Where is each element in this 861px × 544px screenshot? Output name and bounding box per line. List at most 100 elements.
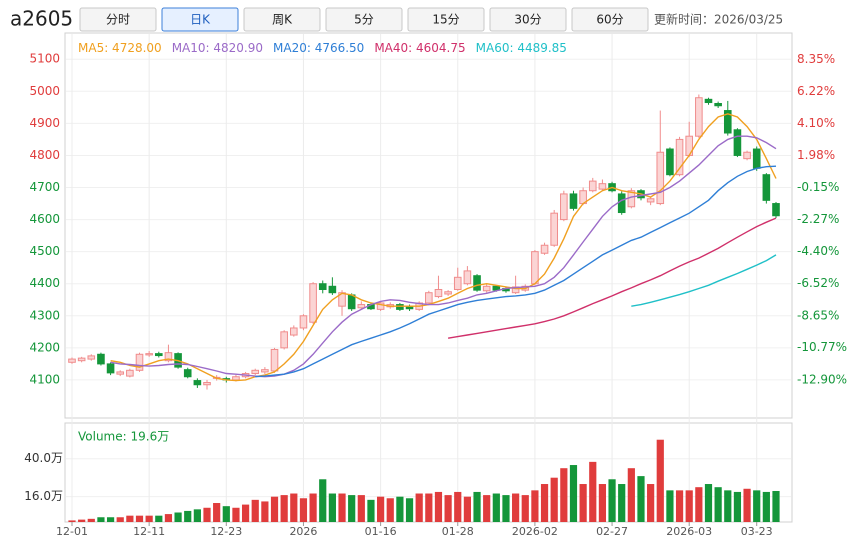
candle-body	[232, 376, 240, 381]
tab-button[interactable]	[161, 7, 239, 32]
volume-bar	[97, 517, 105, 522]
candle-body	[425, 292, 433, 304]
volume-bar	[454, 491, 462, 522]
volume-bar	[251, 499, 259, 522]
volume-bar	[386, 498, 394, 522]
volume-bar	[772, 490, 780, 522]
candle-body	[772, 203, 780, 217]
candle-body	[77, 357, 86, 362]
candle-body	[733, 129, 742, 156]
volume-bar	[560, 468, 568, 522]
y2-tick-label: 8.35%	[797, 52, 835, 66]
volume-bar	[319, 479, 327, 522]
candle-body	[299, 315, 308, 329]
candle-body	[463, 270, 472, 285]
volume-bar	[135, 515, 144, 522]
tab-button[interactable]	[325, 7, 403, 32]
volume-bar	[724, 490, 732, 522]
volume-bar	[550, 477, 558, 522]
y2-tick-label: 1.98%	[797, 148, 835, 162]
tab-label[interactable]: 5分	[354, 13, 374, 27]
candle-body	[560, 193, 568, 221]
candle-body	[675, 138, 684, 176]
tab-label[interactable]: 60分	[596, 13, 623, 27]
volume-bar	[647, 484, 655, 522]
x-tick-label: 02-27	[596, 525, 628, 538]
y2-tick-label: -0.15%	[797, 180, 839, 194]
volume-bar	[733, 491, 742, 522]
tab-label[interactable]: 30分	[514, 13, 541, 27]
volume-bar	[714, 487, 722, 522]
candle-body	[145, 353, 153, 356]
volume-bar	[512, 493, 520, 522]
volume-bar	[203, 507, 211, 522]
x-tick-label: 2026-02	[512, 525, 558, 538]
tab-button[interactable]	[489, 7, 567, 32]
volume-bar	[261, 501, 269, 522]
volume-bar	[695, 487, 703, 522]
candle-body	[357, 304, 366, 309]
candle-body	[183, 369, 192, 378]
volume-bar	[377, 496, 385, 522]
tab-button[interactable]	[79, 7, 157, 32]
volume-tick-label: 40.0万	[24, 451, 63, 465]
volume-bar	[434, 491, 443, 522]
x-tick-label: 01-28	[442, 525, 474, 538]
volume-bar	[68, 520, 76, 522]
volume-bar	[184, 510, 192, 522]
y-tick-label: 4300	[29, 308, 60, 322]
tab-button[interactable]	[407, 7, 485, 32]
volume-bar	[627, 468, 635, 522]
candle-body	[126, 369, 134, 377]
update-time: 更新时间：2026/03/25	[654, 12, 783, 27]
candle-body	[154, 353, 163, 357]
candle-body	[482, 285, 491, 292]
candle-body	[714, 102, 722, 107]
volume-bar	[164, 514, 173, 522]
volume-tick-label: 16.0万	[24, 489, 63, 503]
candle-body	[666, 148, 674, 176]
y2-tick-label: -2.27%	[797, 212, 839, 226]
legend-entry: MA5: 4728.00	[78, 41, 162, 55]
volume-bar	[704, 484, 713, 522]
volume-bar	[618, 484, 626, 522]
candle-body	[135, 353, 144, 371]
candle-body	[309, 283, 317, 323]
volume-bar	[656, 439, 664, 522]
candle-body	[328, 285, 337, 294]
candle-body	[270, 348, 279, 372]
tab-label[interactable]: 日K	[190, 13, 211, 27]
candle-body	[347, 294, 356, 310]
volume-bar	[213, 503, 221, 522]
volume-bar	[531, 490, 539, 522]
y2-tick-label: -6.52%	[797, 276, 839, 290]
volume-bar	[579, 484, 587, 522]
volume-bar	[589, 461, 597, 522]
volume-bar	[425, 493, 433, 522]
y2-tick-label: 6.22%	[797, 84, 835, 98]
tab-button[interactable]	[571, 7, 649, 32]
tab-label[interactable]: 周K	[272, 13, 293, 27]
volume-bar	[193, 509, 201, 522]
tab-label[interactable]: 分时	[106, 13, 130, 27]
volume-bar	[405, 498, 414, 522]
volume-bar	[290, 493, 298, 522]
volume-bar	[126, 515, 134, 522]
candle-body	[752, 148, 761, 169]
volume-bar	[116, 517, 124, 522]
volume-bar	[280, 495, 288, 522]
volume-bar	[348, 495, 356, 522]
price-frame	[64, 32, 793, 419]
legend-entry: MA10: 4820.90	[172, 41, 263, 55]
x-tick-label: 01-16	[365, 525, 397, 538]
y2-tick-label: -10.77%	[797, 340, 847, 354]
tab-label[interactable]: 15分	[432, 13, 459, 27]
x-tick-label: 2026	[289, 525, 317, 538]
legend-entry: MA60: 4489.85	[476, 41, 567, 55]
volume-bar	[174, 512, 182, 522]
tab-button[interactable]	[243, 7, 321, 32]
candle-body	[193, 380, 202, 386]
y2-tick-label: -4.40%	[797, 244, 839, 258]
ma-line	[255, 165, 777, 378]
